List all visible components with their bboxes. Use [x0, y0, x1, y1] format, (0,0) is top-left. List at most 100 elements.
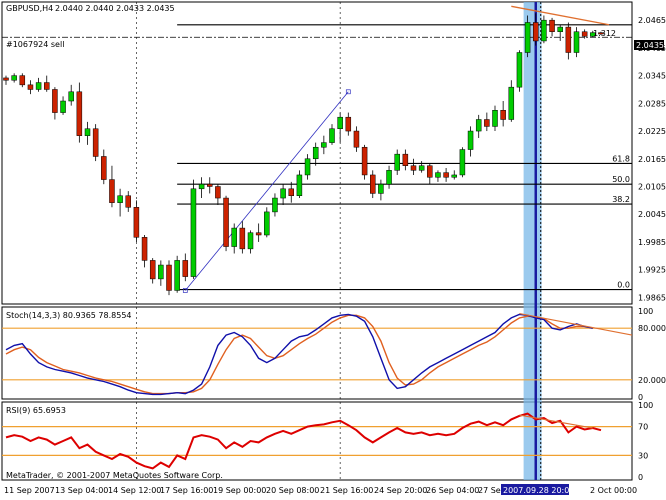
time-label: 27 Sep	[478, 486, 506, 495]
rsi-tick-label: 70	[638, 423, 648, 432]
highlight-band	[523, 2, 542, 480]
candle-body	[459, 149, 466, 176]
fib-label-38: 38.2	[612, 195, 630, 204]
candle-body	[174, 260, 180, 291]
highlight-zone	[523, 2, 542, 480]
time-label: 26 Sep 04:00	[426, 486, 479, 495]
candle-body	[304, 158, 311, 176]
rsi-chart	[2, 412, 632, 470]
candle-body	[402, 153, 409, 166]
candle-body	[215, 186, 221, 199]
candle-body	[394, 153, 400, 171]
rsi-title: RSI(9) 65.6953	[6, 406, 66, 415]
stoch-signal-line	[5, 314, 593, 395]
time-label: 24 Sep 20:00	[374, 486, 427, 495]
rsi-tick-label: 0	[638, 473, 643, 482]
candle-body	[435, 172, 441, 178]
candle-body	[264, 211, 270, 236]
price-tick-label: 1.9865	[638, 293, 666, 302]
candle-body	[353, 130, 360, 148]
candle-body	[565, 26, 572, 53]
candle-body	[410, 165, 417, 171]
fib-label-50: 50.0	[612, 175, 630, 184]
candle-body	[467, 130, 474, 150]
channel-handle	[345, 89, 351, 95]
candle-body	[11, 75, 17, 81]
candle-body	[109, 179, 115, 203]
candle-body	[272, 197, 278, 213]
time-label: 21 Sep 16:00	[320, 486, 373, 495]
candle-body	[288, 188, 294, 196]
chart-header-symbol: GBPUSD,H4	[6, 4, 53, 13]
candle-body	[60, 100, 66, 113]
candle-body	[84, 128, 91, 136]
candle-body	[35, 82, 42, 90]
price-chart	[2, 5, 632, 296]
candle-body	[500, 110, 506, 120]
candle-body	[190, 188, 197, 277]
price-tick-label: 2.0105	[638, 182, 666, 191]
stoch-main-line	[5, 313, 593, 396]
candle-body	[44, 82, 50, 90]
candle-body	[133, 207, 140, 238]
candle-body	[207, 183, 213, 187]
candle-body	[166, 264, 172, 291]
candle-body	[573, 31, 580, 53]
candle-body	[158, 264, 164, 280]
candle-body	[296, 174, 303, 196]
candle-body	[117, 195, 123, 203]
candle-body	[3, 77, 9, 81]
candle-body	[125, 195, 131, 208]
candle-body	[541, 19, 547, 42]
stoch-trend-line	[519, 312, 632, 336]
price-tick-label: 2.0045	[638, 210, 666, 219]
candle-body	[484, 119, 490, 127]
candle-body	[255, 232, 262, 236]
time-label: 20 Sep 08:00	[266, 486, 319, 495]
fib-label-0: 0.0	[617, 281, 630, 290]
candle-body	[198, 183, 205, 190]
rsi-tick-label: 30	[638, 451, 648, 460]
candle-body	[508, 86, 515, 120]
price-tick-label: 2.0165	[638, 155, 666, 164]
candle-body	[427, 165, 433, 178]
channel-line	[184, 91, 349, 291]
candle-body	[370, 174, 376, 194]
candle-body	[101, 156, 107, 180]
candle-body	[549, 19, 555, 32]
candle-body	[141, 237, 148, 261]
rsi-line	[5, 412, 602, 470]
chart-header-ohlc: 2.0440 2.0440 2.0433 2.0435	[55, 4, 175, 13]
time-label: 13 Sep 04:00	[55, 486, 108, 495]
candle-body	[280, 188, 286, 199]
candle-body	[492, 110, 498, 127]
stoch-tick-label: 100	[638, 307, 653, 316]
current-price-tag	[634, 40, 664, 50]
candle-body	[345, 116, 352, 132]
candle-body	[581, 31, 588, 37]
time-label: 11 Sep 2007	[4, 486, 55, 495]
time-label: 2007.09.28 20:00	[503, 486, 574, 495]
candle-body	[182, 260, 189, 277]
candle-body	[329, 128, 335, 143]
candle-body	[386, 170, 392, 185]
channel-handle	[182, 288, 188, 293]
price-tick-label: 1.9925	[638, 266, 666, 275]
time-label: 14 Sep 12:00	[108, 486, 161, 495]
candle-body	[598, 32, 604, 35]
time-label-highlight	[501, 484, 569, 495]
candle-body	[337, 116, 343, 129]
time-label: 2 Oct 00:00	[590, 486, 637, 495]
candle-body	[68, 91, 74, 102]
candle-body	[533, 22, 539, 42]
candle-body	[524, 22, 531, 53]
candle-body	[76, 91, 83, 136]
candle-body	[590, 32, 596, 37]
candle-body	[312, 146, 319, 160]
candle-body	[475, 119, 482, 132]
candle-body	[557, 26, 563, 32]
rsi-tick-label: 100	[638, 401, 653, 410]
